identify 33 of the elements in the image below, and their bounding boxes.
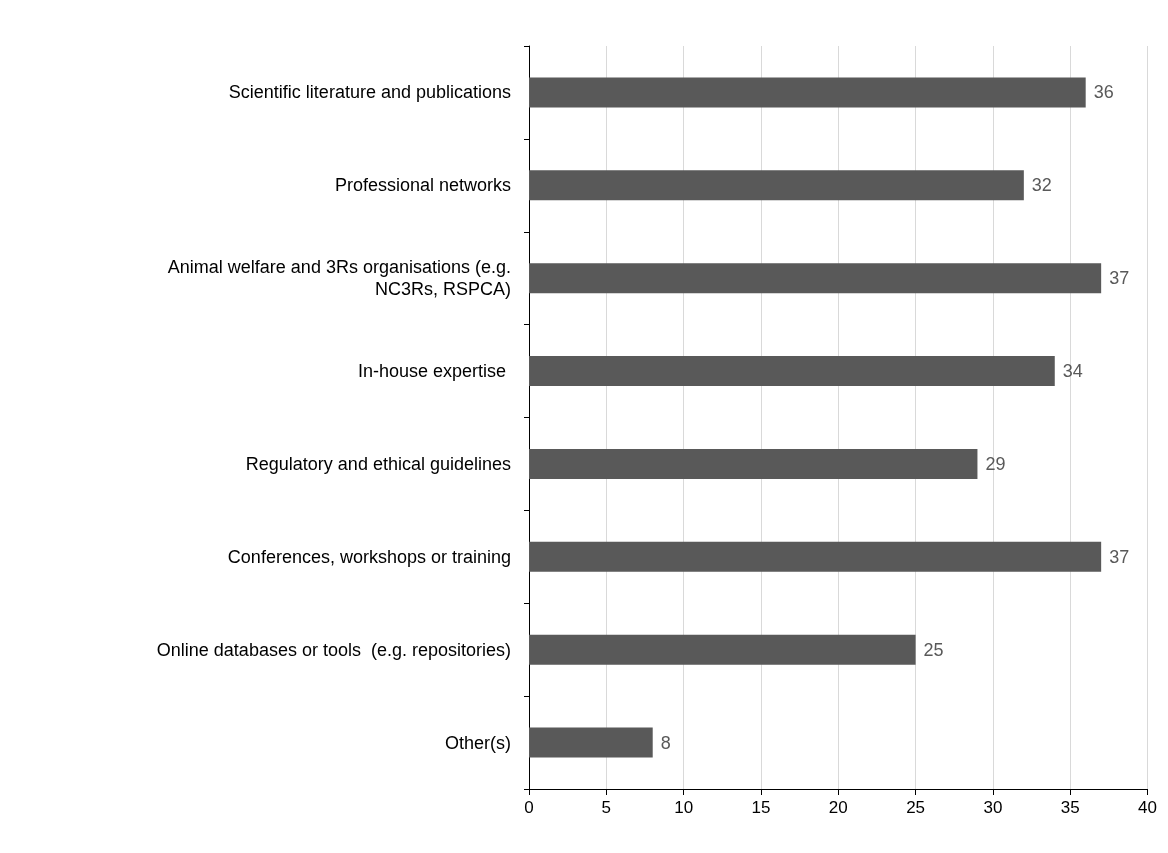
bar	[529, 634, 916, 665]
y-tick-label: Online databases or tools (e.g. repositories)	[156, 639, 511, 660]
x-tick-label: 30	[983, 798, 1003, 817]
data-label: 34	[1062, 361, 1083, 382]
x-tick-label: 5	[601, 798, 612, 817]
y-tick-label: Scientific literature and publications	[228, 82, 511, 103]
bar	[529, 448, 978, 479]
x-tick-label: 10	[674, 798, 694, 817]
bar	[529, 541, 1102, 572]
data-label: 36	[1093, 82, 1114, 103]
y-tick-label: Regulatory and ethical guidelines	[245, 453, 511, 474]
x-tick-label: 35	[1060, 798, 1080, 817]
bar	[529, 263, 1102, 294]
data-label: 25	[923, 639, 944, 660]
y-tick-label: Conferences, workshops or training	[227, 546, 511, 567]
data-label: 29	[985, 453, 1006, 474]
y-tick-label: Other(s)	[444, 732, 511, 753]
y-tick-label: Animal welfare and 3Rs organisations (e.g. NC3Rs, RSPCA)	[167, 257, 511, 300]
bar	[529, 77, 1086, 108]
x-tick-label: 20	[828, 798, 848, 817]
bar	[529, 356, 1055, 387]
x-tick-label: 15	[751, 798, 771, 817]
y-tick-label: Professional networks	[334, 175, 511, 196]
data-label: 8	[660, 732, 671, 753]
y-tick-label: In-house expertise	[357, 361, 511, 382]
x-tick-label: 25	[906, 798, 926, 817]
data-label: 37	[1109, 546, 1130, 567]
data-label: 32	[1031, 175, 1052, 196]
x-tick-label: 0	[524, 798, 534, 817]
data-label: 37	[1109, 268, 1130, 289]
bar	[529, 727, 653, 758]
bar	[529, 170, 1024, 201]
x-tick-label: 40	[1138, 798, 1158, 817]
